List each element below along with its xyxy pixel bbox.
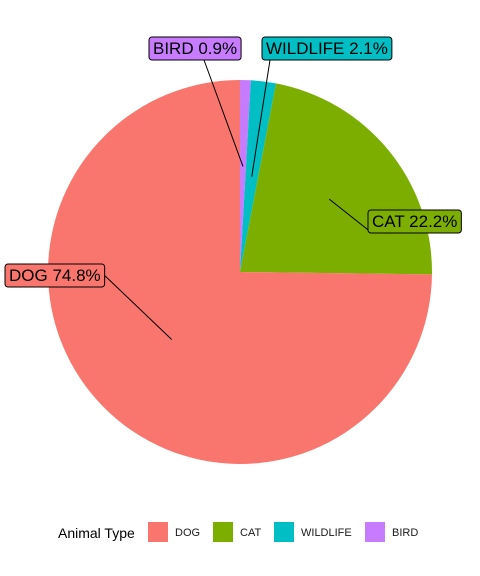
pie-slice-wildlife <box>240 80 276 272</box>
legend-key-dog <box>148 522 168 542</box>
legend-key-wildlife <box>274 522 294 542</box>
legend-key-bird <box>365 522 385 542</box>
slice-label-box-dog <box>4 263 106 288</box>
pie-slice-dog <box>48 80 432 465</box>
legend-label-bird: BIRD <box>392 527 418 539</box>
slice-label-box-wildlife <box>261 36 393 61</box>
legend-title: Animal Type <box>58 525 135 541</box>
slice-label-box-cat <box>367 209 462 234</box>
leader-line-cat <box>328 198 373 234</box>
pie-slice-bird <box>240 80 251 272</box>
leader-line-bird <box>203 59 244 167</box>
legend-label-dog: DOG <box>175 527 200 539</box>
legend: Animal Type DOG CAT WILDLIFE BIRD <box>58 522 418 542</box>
slice-label-wildlife: WILDLIFE 2.1% <box>266 39 388 58</box>
label-leader-lines <box>104 59 373 340</box>
slice-label-dog: DOG 74.8% <box>9 266 101 285</box>
slice-labels: DOG 74.8% CAT 22.2% WILDLIFE 2.1% BIRD 0.9% <box>4 36 462 288</box>
legend-label-wildlife: WILDLIFE <box>301 527 352 539</box>
legend-label-cat: CAT <box>240 527 261 539</box>
legend-key-cat <box>213 522 233 542</box>
leader-line-dog <box>104 275 173 340</box>
slice-label-cat: CAT 22.2% <box>372 212 457 231</box>
slice-label-bird: BIRD 0.9% <box>153 39 237 58</box>
slice-label-box-bird <box>148 36 242 61</box>
pie-slices <box>48 80 432 465</box>
leader-line-wildlife <box>251 59 271 177</box>
